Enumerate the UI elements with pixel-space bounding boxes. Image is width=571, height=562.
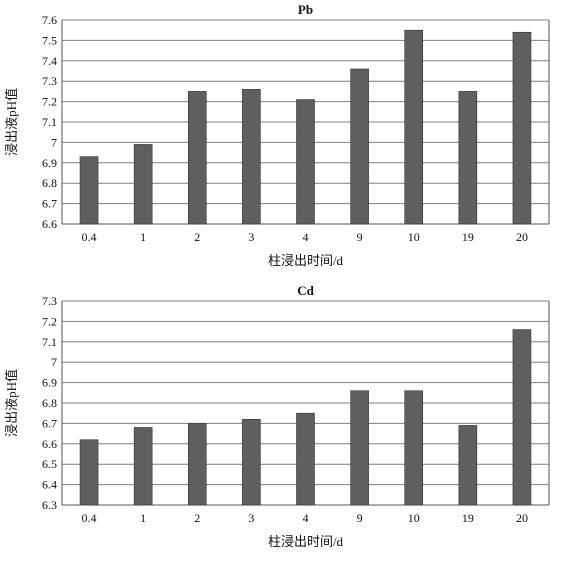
bar-3 <box>242 89 261 225</box>
y-tick-label: 7.1 <box>42 335 57 349</box>
bar-2 <box>187 91 207 225</box>
y-tick-label: 6.7 <box>42 416 57 430</box>
y-tick-label: 7.2 <box>42 314 57 328</box>
x-tick-label: 20 <box>516 511 528 525</box>
chart-panel-pb: 6.6 6.7 6.8 6.9 7 7.1 7.2 7.3 7.4 7.5 7.6 0.4 1 2 3 4 9 1… <box>4 2 550 268</box>
chart-title: Cd <box>297 283 314 298</box>
y-tick-label: 7.5 <box>42 33 57 47</box>
x-tick-label: 2 <box>194 511 200 525</box>
bar-10 <box>404 390 424 506</box>
y-tick-label: 6.4 <box>42 478 57 492</box>
y-tick-label: 6.7 <box>42 197 57 211</box>
x-tick-label: 9 <box>357 230 363 244</box>
bar-1 <box>133 144 153 225</box>
y-tick-label: 6.8 <box>42 176 57 190</box>
y-axis-label: 浸出液pH值 <box>4 369 19 437</box>
y-tick-label: 7 <box>51 135 57 149</box>
y-tick-label: 6.8 <box>42 396 57 410</box>
bar-4 <box>296 412 315 506</box>
bar-2 <box>187 423 207 506</box>
bar-20 <box>512 329 532 506</box>
x-tick-label: 3 <box>248 511 254 525</box>
x-tick-label: 9 <box>357 511 363 525</box>
x-tick-label: 19 <box>462 230 474 244</box>
cd-ph-bar-chart: 6.3 6.4 6.5 6.6 6.7 6.8 6.9 7 7.1 7.2 7.3 0.4 1 2 3 4 9 1… <box>4 283 550 549</box>
x-tick-label: 4 <box>303 230 309 244</box>
x-axis-label: 柱浸出时间/d <box>268 253 344 268</box>
x-tick-label: 3 <box>248 230 254 244</box>
y-tick-label: 7 <box>51 355 57 369</box>
y-tick-label: 6.5 <box>42 457 57 471</box>
x-tick-label: 19 <box>462 511 474 525</box>
bar-0.4 <box>79 439 99 506</box>
x-tick-label: 0.4 <box>82 230 97 244</box>
y-axis-label: 浸出液pH值 <box>4 88 19 156</box>
y-tick-label: 6.6 <box>42 437 57 451</box>
y-tick-label: 6.6 <box>42 217 57 231</box>
x-tick-label: 4 <box>303 511 309 525</box>
y-tick-label: 7.2 <box>42 95 57 109</box>
x-axis-label: 柱浸出时间/d <box>268 534 344 549</box>
y-tick-label: 7.1 <box>42 115 57 129</box>
bar-9 <box>350 68 369 225</box>
bar-4 <box>296 99 315 225</box>
bar-20 <box>512 31 532 225</box>
chart-title: Pb <box>298 2 313 17</box>
bar-19 <box>458 425 478 506</box>
bar-0.4 <box>79 156 99 225</box>
y-tick-label: 6.9 <box>42 376 57 390</box>
bar-1 <box>133 427 153 506</box>
y-tick-label: 7.3 <box>42 74 57 88</box>
x-tick-label: 10 <box>408 511 420 525</box>
x-tick-label: 2 <box>194 230 200 244</box>
bar-10 <box>404 29 424 225</box>
bar-3 <box>242 419 261 506</box>
x-tick-label: 1 <box>140 511 146 525</box>
y-tick-label: 7.6 <box>42 13 57 27</box>
x-tick-label: 0.4 <box>82 511 97 525</box>
x-tick-label: 1 <box>140 230 146 244</box>
x-tick-label: 10 <box>408 230 420 244</box>
y-tick-label: 7.4 <box>42 54 57 68</box>
pb-ph-bar-chart: 6.6 6.7 6.8 6.9 7 7.1 7.2 7.3 7.4 7.5 7.6 0.4 1 2 3 4 9 1… <box>4 2 550 268</box>
bar-9 <box>350 390 369 506</box>
bar-19 <box>458 91 478 225</box>
x-tick-label: 20 <box>516 230 528 244</box>
y-tick-label: 7.3 <box>42 294 57 308</box>
chart-panel-cd: 6.3 6.4 6.5 6.6 6.7 6.8 6.9 7 7.1 7.2 7.3 0.4 1 2 3 4 9 1… <box>0 281 571 562</box>
y-tick-label: 6.9 <box>42 156 57 170</box>
y-tick-label: 6.3 <box>42 498 57 512</box>
